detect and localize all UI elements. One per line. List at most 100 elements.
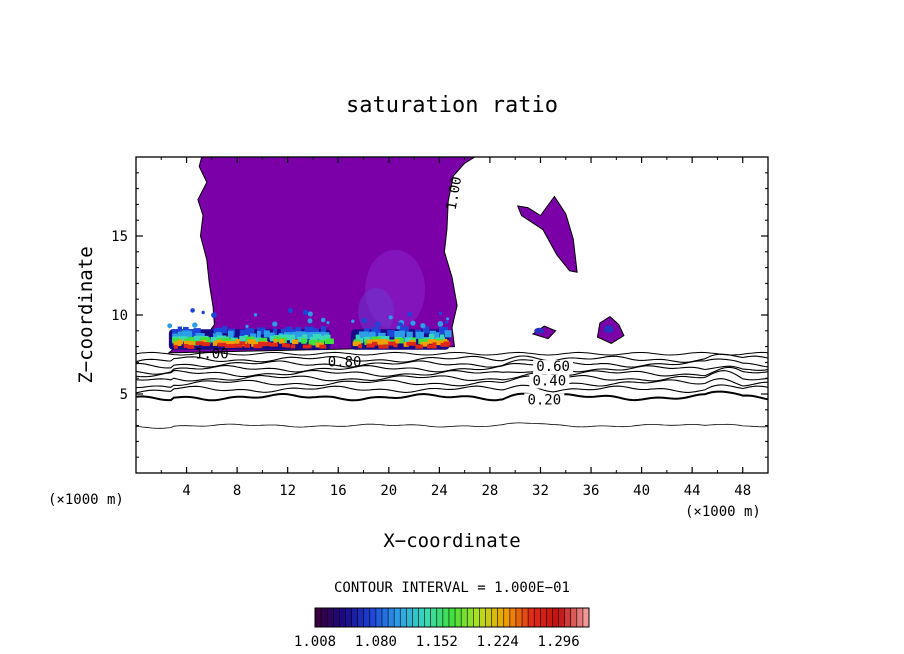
band-cell (217, 342, 227, 347)
colorbar-tick-label: 1.224 (477, 634, 519, 650)
band-cell (394, 338, 400, 344)
colorbar-segment (479, 608, 486, 627)
colorbar-segment (442, 608, 450, 627)
x-axis-label: X−coordinate (383, 530, 520, 552)
band-cell (369, 331, 376, 339)
band-cell (187, 341, 195, 346)
contour-label: 1.00 (444, 175, 466, 211)
band-cell (394, 330, 403, 338)
band-cell (225, 344, 235, 348)
band-cell (270, 335, 275, 342)
band-speckle (388, 315, 393, 320)
band-cell (399, 337, 404, 344)
x-tick-label: 28 (481, 483, 498, 499)
contour-line-0-5 (135, 370, 769, 382)
band-cell (279, 339, 285, 344)
colorbar-segment (339, 608, 346, 627)
band-cell (183, 344, 189, 348)
colorbar-segment (576, 608, 584, 627)
colorbar-tick-label: 1.152 (416, 634, 458, 650)
band-cell (172, 329, 177, 337)
colorbar-segment (582, 608, 590, 627)
contour-labels-layer: 1.00 0.80 0.600.40 0.20 1.00 (195, 175, 574, 408)
colorbar-segment (375, 608, 383, 627)
contour-label: 0.80 (328, 354, 362, 370)
colorbar-segment (552, 608, 559, 627)
band-cell (177, 326, 182, 334)
band-cell (324, 338, 334, 344)
band-cell (358, 344, 363, 349)
colorbar-segment (509, 608, 517, 627)
band-cell (319, 344, 327, 349)
contour-label-bg (533, 360, 574, 375)
band-cell (239, 341, 246, 346)
colorbar-segment (418, 608, 425, 627)
band-cell (383, 344, 389, 349)
x-tick-label: 48 (734, 483, 751, 499)
band-cell (199, 337, 210, 343)
band-cell (324, 334, 331, 341)
band-cell (318, 339, 325, 346)
band-cell (403, 342, 409, 347)
band-cell (302, 334, 307, 340)
colorbar-segment (333, 608, 340, 627)
band-cell (372, 339, 382, 344)
z-unit-label: (×1000 m) (48, 492, 124, 508)
band-cell (388, 341, 396, 346)
band-cell (272, 328, 277, 336)
band-cell (279, 334, 287, 340)
band-cell (355, 334, 360, 341)
band-cell (239, 335, 246, 342)
band-speckle (361, 317, 367, 324)
band-cell (187, 331, 193, 339)
colorbar-segment (528, 608, 535, 627)
band-cell (213, 328, 219, 336)
band-cell (372, 341, 378, 346)
contour-line-0-6 (135, 366, 769, 378)
band-cell (235, 338, 240, 344)
band-cell (378, 344, 389, 349)
band-cell (302, 344, 309, 349)
band-speckle (396, 325, 401, 330)
band-speckle (446, 317, 450, 321)
y-tick-label: 15 (111, 229, 128, 245)
contour-line-0-4 (135, 375, 769, 389)
band-cell (193, 335, 199, 342)
band-cell (285, 326, 293, 334)
band-cell (304, 332, 313, 340)
colorbar-segment (558, 608, 565, 627)
colorbar-segment (430, 608, 438, 627)
contour-interval-label: CONTOUR INTERVAL = 1.000E−01 (334, 580, 570, 596)
band-speckle (192, 322, 198, 328)
y-axis-label: Z−coordinate (75, 246, 97, 383)
colorbar-segment (406, 608, 413, 627)
cloud-cell (603, 325, 614, 334)
contour-label-bg (524, 393, 565, 408)
cloud-base-band (350, 311, 452, 350)
colorbar-segment (315, 608, 322, 627)
band-cell (387, 330, 395, 338)
colorbar-segment (570, 608, 578, 627)
band-cell (440, 334, 445, 340)
band-cell (301, 338, 307, 344)
colorbar-segment (363, 608, 371, 627)
colorbar-frame (314, 607, 590, 628)
band-speckle (407, 311, 412, 317)
colorbar-segment (436, 608, 444, 627)
band-cell (307, 344, 312, 349)
band-cell (269, 342, 278, 347)
band-cell (358, 337, 364, 344)
band-cell (172, 337, 180, 344)
colorbar-segment (522, 608, 529, 627)
main-cloud-region (167, 156, 477, 354)
x-tick-label: 16 (330, 483, 347, 499)
contour-line-0-3 (135, 384, 769, 394)
x-tick-label: 32 (532, 483, 549, 499)
band-cell (233, 343, 243, 348)
contour-line-0-9 (135, 353, 769, 363)
band-cell (295, 331, 306, 339)
contour-line-0-1 (135, 422, 769, 429)
band-cell (257, 331, 261, 339)
band-cell (443, 339, 448, 344)
band-cell (366, 343, 375, 348)
